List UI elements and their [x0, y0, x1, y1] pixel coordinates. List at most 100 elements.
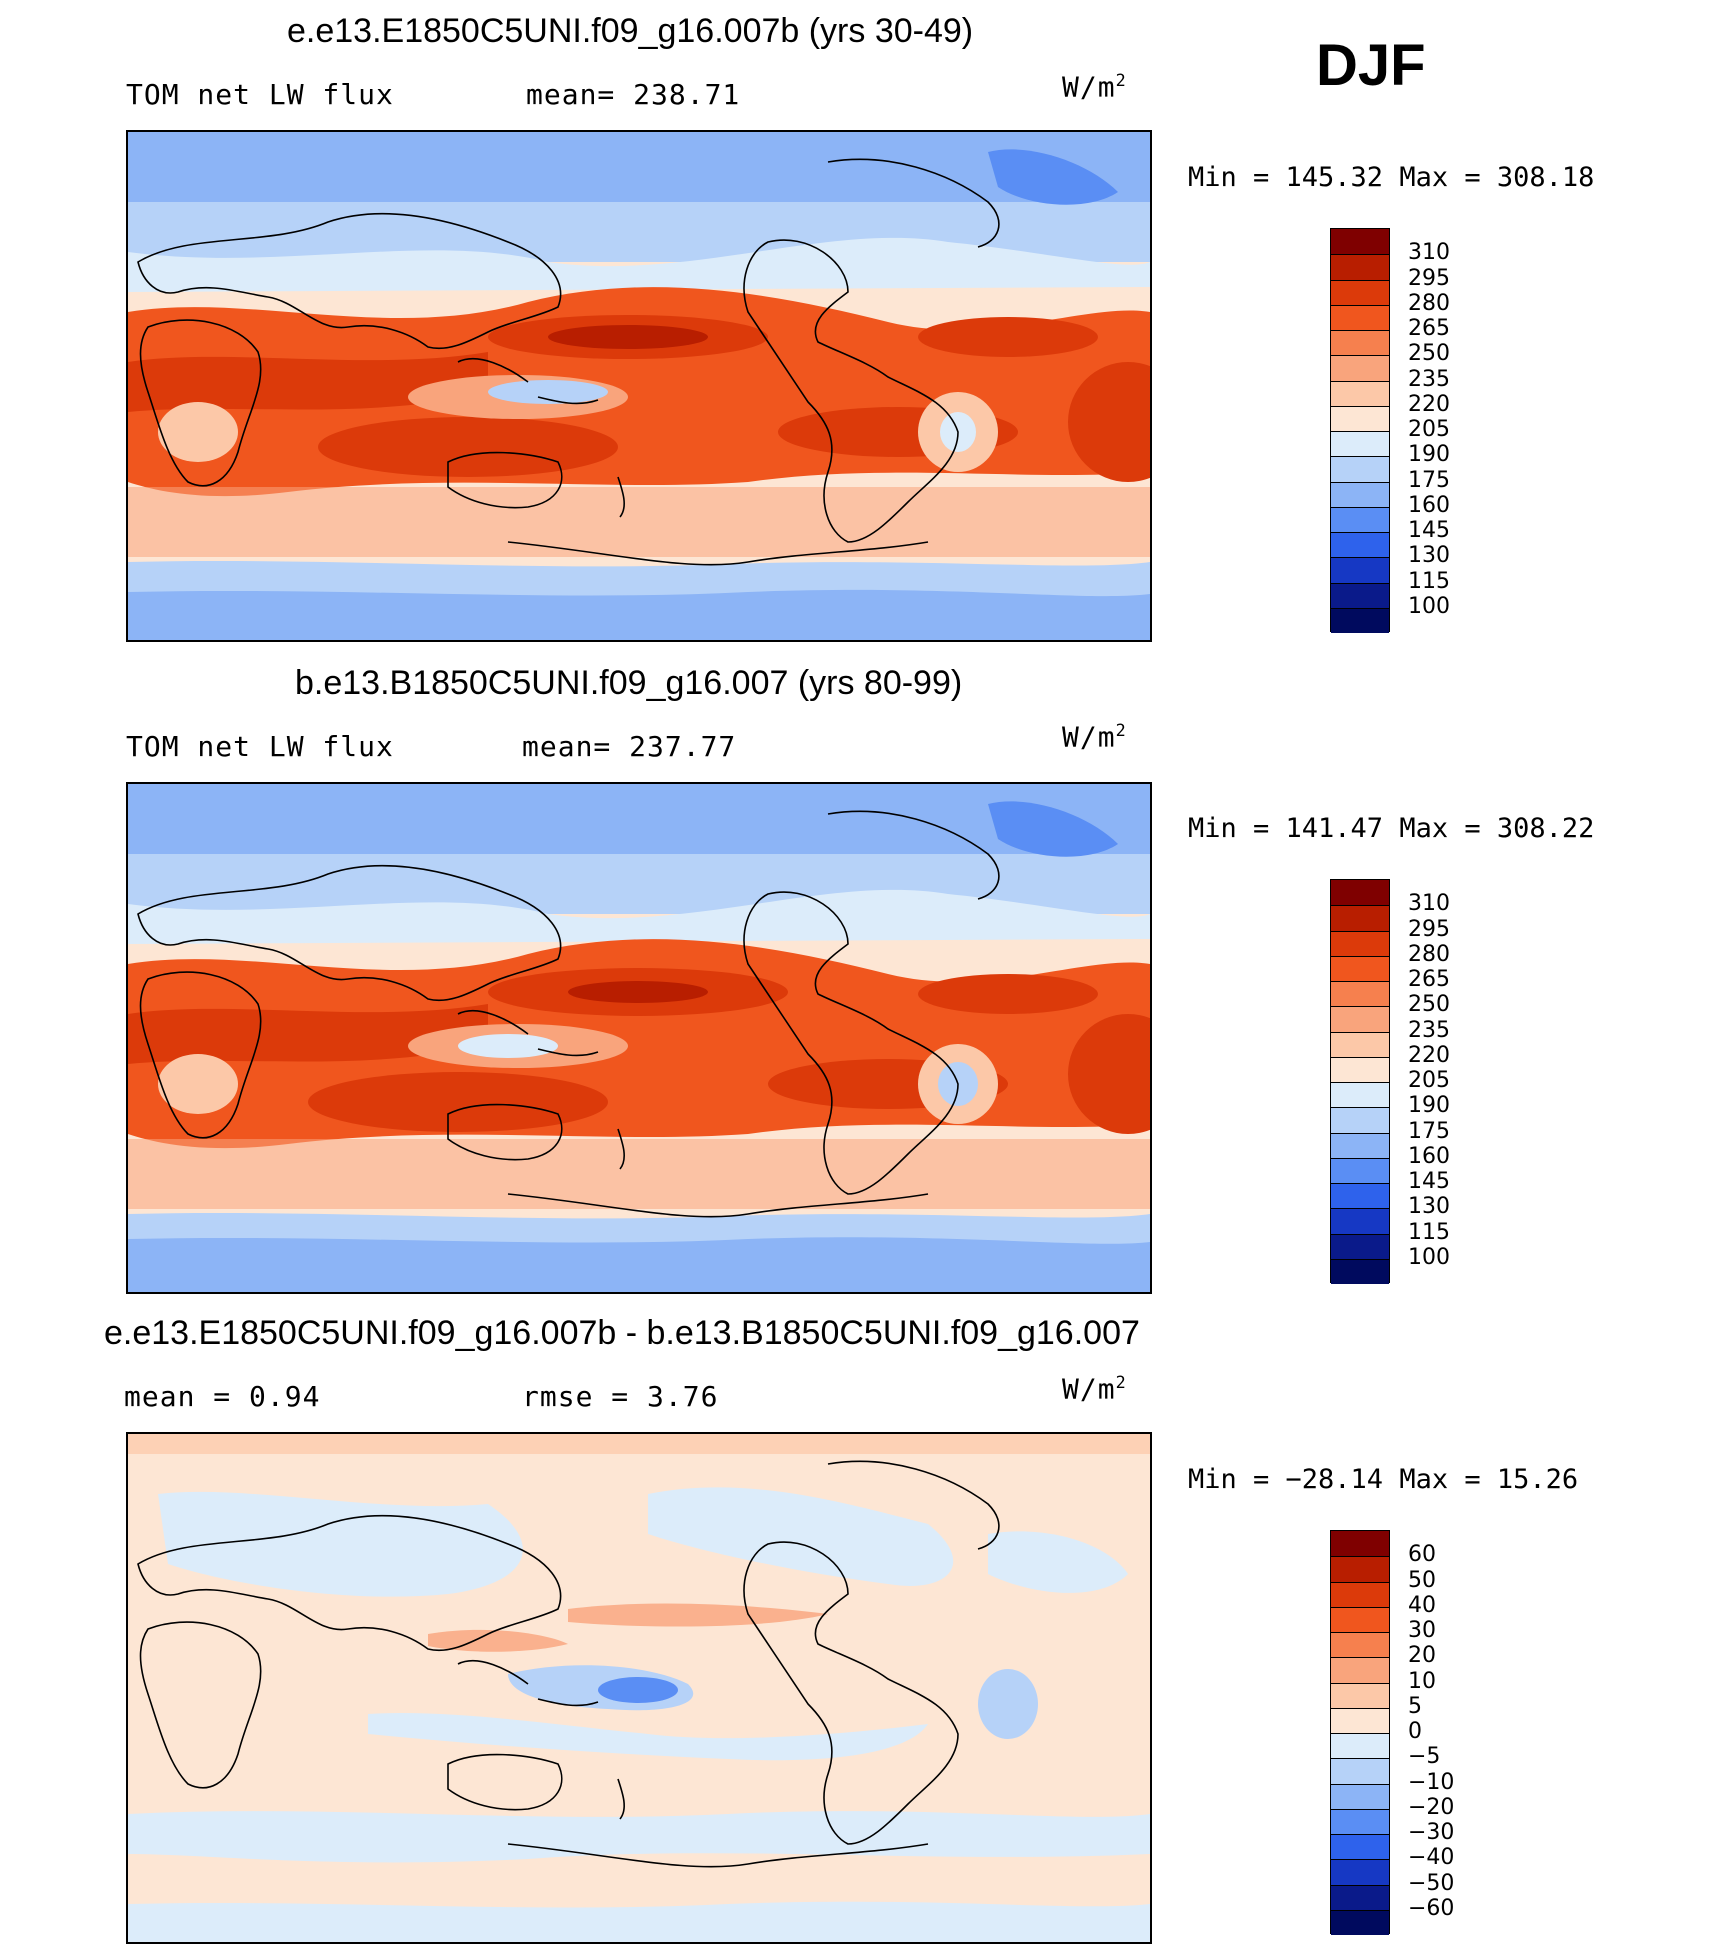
panel-2-min-max: Min = 141.47 Max = 308.22 [1188, 813, 1595, 844]
panel-2-colorbar-box [1330, 879, 1390, 1284]
north-pacific-max [548, 325, 708, 349]
panel-2-title: b.e13.B1850C5UNI.f09_g16.007 (yrs 80-99) [295, 664, 963, 702]
atlantic-max [918, 317, 1098, 357]
season-label: DJF [1316, 33, 1426, 98]
mid-lat-band [128, 237, 1150, 292]
colorbar-tick-label: 175 [1408, 1118, 1450, 1144]
panel-2-map-svg [128, 784, 1150, 1292]
panel-2-units: W/m2 [1062, 720, 1127, 753]
north-america-negative [648, 1487, 954, 1586]
colorbar-segment [1331, 905, 1389, 931]
panel-1-variable-label: TOM net LW flux [126, 78, 394, 111]
colorbar-tick-label: −30 [1408, 1820, 1455, 1845]
colorbar-segment [1331, 431, 1389, 457]
colorbar-segment [1331, 355, 1389, 381]
colorbar-segment [1331, 880, 1389, 906]
mid-lat-band [128, 889, 1150, 944]
colorbar-segment [1331, 1208, 1389, 1234]
colorbar-segment [1331, 1581, 1389, 1607]
southern-negative [128, 1811, 1150, 1863]
colorbar-tick-label: 280 [1408, 941, 1450, 967]
atlantic-max [918, 974, 1098, 1014]
colorbar-segment [1331, 1132, 1389, 1158]
north-pacific-max [568, 981, 708, 1003]
colorbar-segment [1331, 1006, 1389, 1032]
colorbar-tick-label: 175 [1408, 467, 1450, 493]
colorbar-tick-label: 10 [1408, 1668, 1436, 1694]
panel-3-rmse-label: rmse = 3.76 [522, 1380, 719, 1413]
colorbar-tick-label: 160 [1408, 492, 1450, 518]
south-atlantic-max [1068, 362, 1150, 482]
colorbar-tick-label: 235 [1408, 1017, 1450, 1043]
north-tropic-max [128, 352, 488, 412]
colorbar-segment [1331, 1632, 1389, 1658]
colorbar-tick-label: 100 [1408, 1244, 1450, 1270]
panel-1-map [126, 130, 1152, 642]
colorbar-segment [1331, 254, 1389, 280]
colorbar-tick-label: 130 [1408, 1194, 1450, 1220]
panel-3-map-svg [128, 1434, 1150, 1942]
colorbar-tick-label: 60 [1408, 1542, 1436, 1568]
colorbar-segment [1331, 1183, 1389, 1209]
panel-2-map [126, 782, 1152, 1294]
panel-3-units: W/m2 [1062, 1372, 1127, 1405]
coastlines [137, 1460, 1000, 1868]
colorbar-tick-label: 280 [1408, 290, 1450, 316]
colorbar-tick-label: 235 [1408, 366, 1450, 392]
colorbar-segment [1331, 1834, 1389, 1860]
warm-pool-min [488, 380, 608, 404]
south-indian-max [318, 417, 618, 477]
colorbar-segment [1331, 1157, 1389, 1183]
colorbar-segment [1331, 1884, 1389, 1910]
colorbar-tick-label: 5 [1408, 1693, 1422, 1719]
colorbar-segment [1331, 304, 1389, 330]
colorbar-tick-label: 30 [1408, 1618, 1436, 1643]
colorbar-segment [1331, 1258, 1389, 1284]
colorbar-tick-label: 160 [1408, 1143, 1450, 1169]
colorbar-segment [1331, 930, 1389, 956]
antarctic-region [128, 589, 1150, 640]
colorbar-tick-label: 310 [1408, 891, 1450, 917]
colorbar-segment [1331, 981, 1389, 1007]
colorbar-segment [1331, 1808, 1389, 1834]
colorbar-tick-label: 265 [1408, 967, 1450, 992]
colorbar-segment [1331, 405, 1389, 431]
colorbar-tick-label: −10 [1408, 1769, 1455, 1795]
colorbar-segment [1331, 1859, 1389, 1885]
panel-2-variable-label: TOM net LW flux [126, 730, 394, 763]
colorbar-tick-label: 50 [1408, 1567, 1436, 1593]
colorbar-segment [1331, 532, 1389, 558]
colorbar-segment [1331, 582, 1389, 608]
south-atlantic-max [1068, 1014, 1150, 1134]
asia-negative [158, 1491, 523, 1597]
antarctic-negative [128, 1901, 1150, 1942]
colorbar-tick-label: 115 [1408, 1219, 1450, 1245]
colorbar-segment [1331, 1556, 1389, 1582]
antarctic-region [128, 1237, 1150, 1292]
arctic-positive [128, 1434, 1150, 1454]
colorbar-tick-label: 130 [1408, 543, 1450, 569]
units-superscript: 2 [1115, 1372, 1127, 1392]
colorbar-tick-label: 40 [1408, 1592, 1436, 1618]
colorbar-tick-label: 250 [1408, 341, 1450, 367]
colorbar-segment [1331, 955, 1389, 981]
atlantic-negative [988, 1531, 1128, 1593]
colorbar-tick-label: 265 [1408, 316, 1450, 341]
colorbar-tick-label: 190 [1408, 442, 1450, 468]
greenland-cold [988, 801, 1118, 857]
north-tropic-max [128, 1004, 488, 1064]
colorbar-tick-label: 20 [1408, 1643, 1436, 1669]
coastlines [137, 810, 1000, 1218]
panel-3-title: e.e13.E1850C5UNI.f09_g16.007b - b.e13.B1… [104, 1314, 1140, 1352]
colorbar-segment [1331, 1606, 1389, 1632]
colorbar-segment [1331, 1107, 1389, 1133]
units-superscript: 2 [1115, 720, 1127, 740]
colorbar-tick-label: −50 [1408, 1870, 1455, 1896]
colorbar-segment [1331, 1233, 1389, 1259]
colorbar-tick-label: 295 [1408, 916, 1450, 942]
colorbar-segment [1331, 456, 1389, 482]
colorbar-tick-label: 250 [1408, 992, 1450, 1018]
panel-1-min-max: Min = 145.32 Max = 308.18 [1188, 162, 1595, 193]
colorbar-segment [1331, 1657, 1389, 1683]
units-text: W/m [1062, 1372, 1116, 1406]
